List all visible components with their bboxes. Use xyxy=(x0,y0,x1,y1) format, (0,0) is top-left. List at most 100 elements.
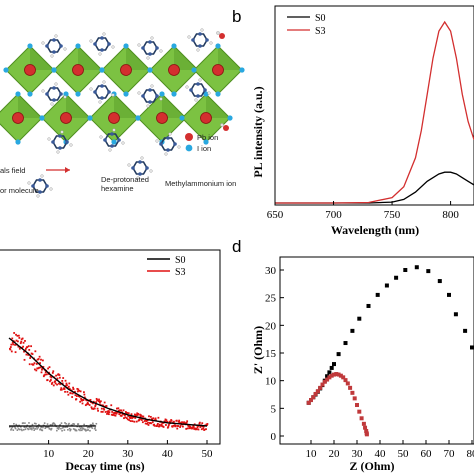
decay-s3-point xyxy=(201,422,204,425)
molecules-layer xyxy=(27,28,229,198)
decay-s3-point xyxy=(54,380,57,383)
decay-s3-point xyxy=(165,424,167,426)
eis-point-s3 xyxy=(341,375,346,380)
decay-s3-point xyxy=(85,399,88,402)
decay-s3-point xyxy=(126,418,129,421)
decay-s3-point xyxy=(11,341,14,344)
decay-s3-point xyxy=(181,421,183,424)
decay-s3-point xyxy=(96,407,99,410)
eis-x-tick-label: 20 xyxy=(329,448,341,460)
decay-s3-point xyxy=(110,413,113,416)
decay-x-axis-label: Decay time (ns) xyxy=(65,459,144,473)
decay-s3-point xyxy=(37,367,40,370)
decay-s0-point xyxy=(30,427,33,429)
decay-s3-point xyxy=(62,377,65,379)
decay-s3-point xyxy=(50,376,53,379)
eis-series-s0 xyxy=(306,265,474,405)
hydrogen-atom xyxy=(41,41,45,45)
eis-y-tick-label: 25 xyxy=(265,293,277,305)
decay-s3-point xyxy=(156,425,158,427)
decay-s0-point xyxy=(57,427,59,429)
organic-molecule xyxy=(41,82,67,106)
decay-s3-point xyxy=(117,407,120,410)
iodide-ion xyxy=(39,115,45,121)
molecule-atom xyxy=(52,86,56,90)
eis-point-s0 xyxy=(357,316,362,321)
decay-s0-point xyxy=(22,422,24,424)
decay-s3-point xyxy=(113,411,115,414)
molecule-atom xyxy=(100,36,104,40)
panel-b-letter: b xyxy=(232,7,241,26)
decay-s0-point xyxy=(74,428,76,431)
decay-s3-point xyxy=(31,363,33,366)
eis-point-s3 xyxy=(329,373,334,378)
decay-s3-point xyxy=(82,399,85,401)
decay-s0-point xyxy=(24,428,27,431)
molecule-atom xyxy=(52,50,56,54)
decay-s3-point xyxy=(25,347,27,350)
decay-s0-point xyxy=(92,422,94,425)
pb-legend-label: Pb ion xyxy=(197,133,218,142)
decay-s0-point xyxy=(94,429,97,431)
decay-s3-point xyxy=(67,393,70,396)
molecule-atom xyxy=(65,140,69,144)
iodide-legend-dot xyxy=(185,144,193,152)
decay-s0-point xyxy=(21,429,23,432)
eis-point-s3 xyxy=(311,395,316,400)
decay-s3-point xyxy=(119,412,122,415)
decay-s3-point xyxy=(66,384,68,387)
decay-s0-point xyxy=(17,428,20,430)
decay-s3-point xyxy=(182,425,184,428)
decay-s3-point xyxy=(161,422,164,424)
decay-s3-point xyxy=(179,425,182,427)
decay-s0-point xyxy=(87,429,90,431)
decay-s3-point xyxy=(125,412,128,414)
decay-s0-point xyxy=(84,428,87,431)
hydrogen-atom xyxy=(54,82,58,86)
pb-ion xyxy=(12,112,24,124)
eis-point-s0 xyxy=(332,362,336,367)
decay-s3-point xyxy=(160,424,163,427)
decay-s3-point xyxy=(120,415,123,417)
decay-s3-point xyxy=(139,415,142,418)
decay-s0-point xyxy=(34,428,37,430)
decay-s3-point xyxy=(16,334,19,337)
pb-ion xyxy=(24,64,36,76)
decay-s3-point xyxy=(145,420,148,423)
structure-legend: Pb ion I ion xyxy=(185,133,218,153)
decay-s3-point xyxy=(193,428,196,430)
molecule-atom xyxy=(103,138,107,142)
decay-s3-point xyxy=(20,340,23,343)
molecule-atom xyxy=(148,88,152,92)
hydrogen-atom xyxy=(108,148,112,152)
decay-s3-point xyxy=(144,422,147,425)
decay-s3-point xyxy=(203,428,206,431)
water-hydrogen xyxy=(220,123,224,127)
decay-s3-point xyxy=(122,413,124,416)
molecule-atom xyxy=(100,48,104,52)
decay-s3-point xyxy=(12,343,15,346)
decay-s3-point xyxy=(32,363,35,366)
decay-s0-point xyxy=(91,427,94,429)
decay-s3-point xyxy=(122,409,125,412)
deprotonated-label-2: hexamine xyxy=(101,184,134,193)
organic-molecule xyxy=(155,132,181,156)
decay-s0-point xyxy=(73,423,76,425)
iodide-ion xyxy=(227,115,233,121)
decay-s3-point xyxy=(127,415,130,417)
panel-a-structure: Pb ion I ion als field or molecule De-pr… xyxy=(0,28,245,198)
decay-s3-point xyxy=(124,411,127,413)
decay-s3-point xyxy=(124,414,126,417)
decay-s3-point xyxy=(68,382,71,385)
molecule-atom xyxy=(198,44,202,48)
eis-point-s0 xyxy=(336,352,341,357)
panel-d-eis-chart: d 1020304050607080051015202530 Z' (Ohm) … xyxy=(232,237,474,473)
decay-s0-point xyxy=(31,428,33,431)
decay-s3-point xyxy=(133,413,136,416)
decay-s0-point xyxy=(29,428,31,430)
decay-s3-point xyxy=(34,350,37,353)
hydrogen-atom xyxy=(146,104,150,108)
decay-s3-point xyxy=(10,343,13,346)
decay-s3-point xyxy=(27,354,30,356)
decay-s0-point xyxy=(69,428,72,431)
